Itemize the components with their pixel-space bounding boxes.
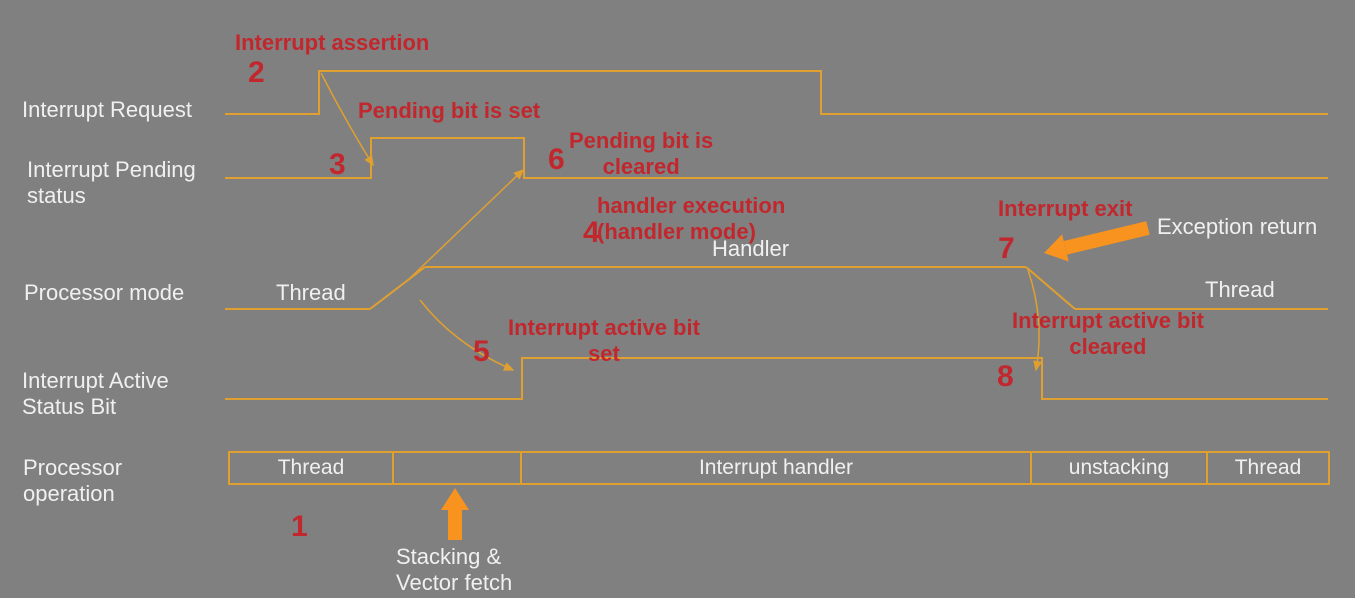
note-pending-set: Pending bit is set: [358, 98, 540, 124]
row-label-mode: Processor mode: [24, 280, 184, 306]
step-7: 7: [998, 232, 1015, 266]
op-cell: Thread: [1208, 453, 1328, 483]
row-label-op: Processor operation: [23, 455, 122, 508]
mode-thread-right: Thread: [1205, 277, 1275, 303]
op-timeline: ThreadInterrupt handlerunstackingThread: [228, 451, 1330, 485]
stacking-label: Stacking & Vector fetch: [396, 544, 512, 596]
traces-svg: [0, 0, 1355, 598]
exception-return: Exception return: [1157, 214, 1317, 240]
note-active-clr: Interrupt active bit cleared: [1012, 308, 1204, 361]
op-cell: unstacking: [1032, 453, 1208, 483]
diagram-canvas: Interrupt Request Interrupt Pending stat…: [0, 0, 1355, 598]
op-cell: Interrupt handler: [522, 453, 1032, 483]
step-6: 6: [548, 143, 565, 177]
step-1: 1: [291, 510, 308, 544]
note-pending-clr: Pending bit is cleared: [569, 128, 713, 181]
note-assert: Interrupt assertion: [235, 30, 429, 56]
op-cell: Thread: [230, 453, 394, 483]
mode-handler: Handler: [712, 236, 789, 262]
mode-thread-left: Thread: [276, 280, 346, 306]
step-4: 4: [583, 216, 600, 250]
step-8: 8: [997, 360, 1014, 394]
row-label-active: Interrupt Active Status Bit: [22, 368, 169, 421]
step-2: 2: [248, 56, 265, 90]
note-active-set: Interrupt active bit set: [508, 315, 700, 368]
row-label-irq: Interrupt Request: [22, 97, 192, 123]
row-label-pending: Interrupt Pending status: [27, 157, 196, 210]
note-int-exit: Interrupt exit: [998, 196, 1132, 222]
op-cell: [394, 453, 522, 483]
step-5: 5: [473, 335, 490, 369]
step-3: 3: [329, 148, 346, 182]
